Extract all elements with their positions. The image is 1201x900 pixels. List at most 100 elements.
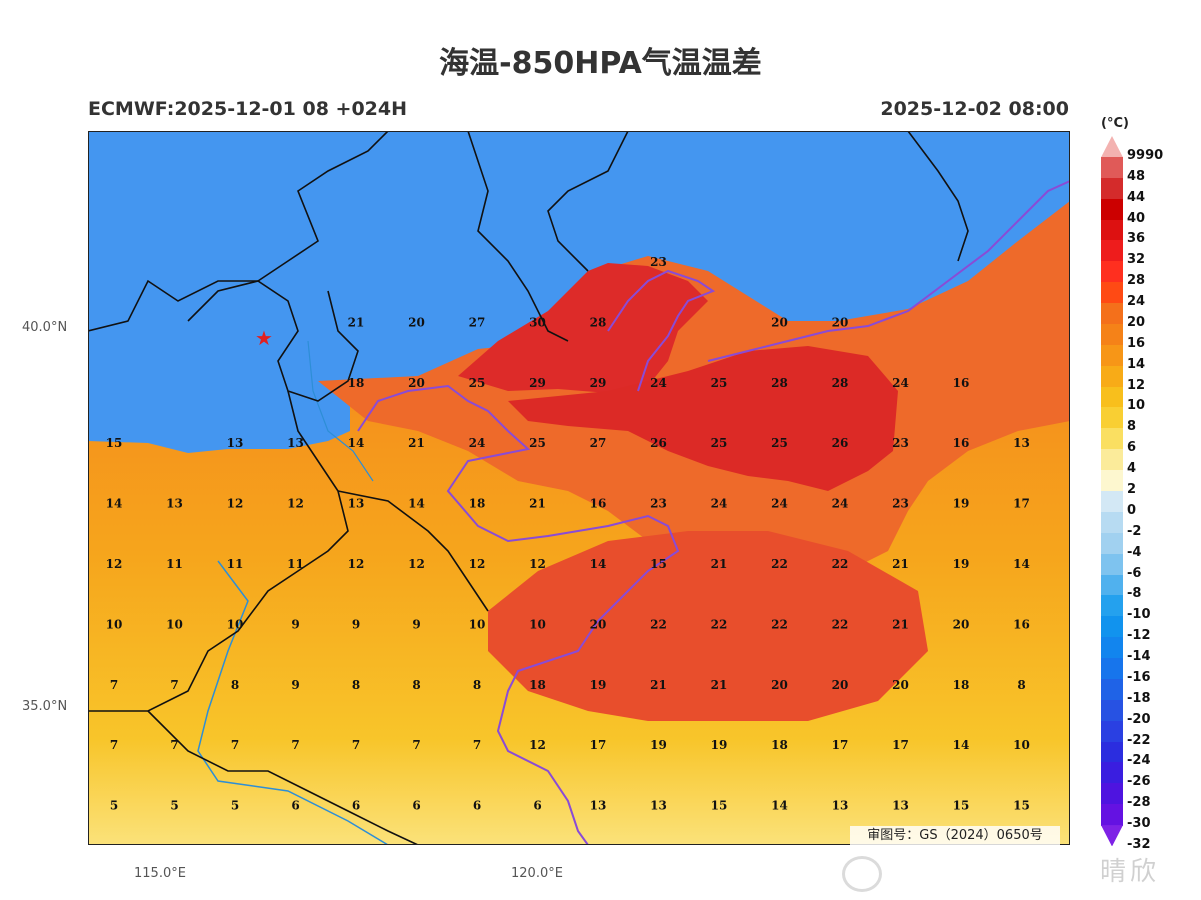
grid-value: 7 bbox=[110, 738, 118, 752]
grid-value: 7 bbox=[412, 738, 420, 752]
grid-value: 6 bbox=[291, 799, 299, 813]
grid-value: 5 bbox=[110, 799, 118, 813]
grid-value: 22 bbox=[832, 557, 849, 571]
colorbar-label: 0 bbox=[1127, 502, 1137, 518]
colorbar-label: 40 bbox=[1127, 210, 1146, 226]
colorbar-segment bbox=[1101, 177, 1123, 200]
grid-value: 14 bbox=[348, 436, 365, 450]
lat-label-35: 35.0°N bbox=[22, 699, 68, 714]
grid-value: 5 bbox=[231, 799, 239, 813]
colorbar-segment bbox=[1101, 219, 1123, 241]
border-shandong bbox=[337, 490, 489, 612]
map-title: 海温-850HPA气温温差 bbox=[439, 46, 762, 81]
colorbar-segment bbox=[1101, 741, 1123, 763]
grid-value: 20 bbox=[771, 678, 788, 692]
grid-value: 12 bbox=[469, 557, 486, 571]
grid-value: 21 bbox=[348, 315, 365, 329]
colorbar-label: 12 bbox=[1127, 377, 1146, 393]
grid-value: 12 bbox=[106, 557, 123, 571]
colorbar-segment bbox=[1101, 136, 1123, 158]
colorbar-segment bbox=[1101, 678, 1123, 701]
grid-value: 17 bbox=[590, 738, 607, 752]
grid-value: 28 bbox=[590, 315, 607, 329]
grid-value: 10 bbox=[106, 617, 123, 631]
grid-value: 12 bbox=[529, 738, 546, 752]
grid-value: 20 bbox=[832, 678, 849, 692]
colorbar-segment bbox=[1101, 511, 1123, 534]
grid-value: 10 bbox=[166, 617, 183, 631]
colorbar-segment bbox=[1101, 491, 1123, 513]
grid-value: 17 bbox=[832, 738, 849, 752]
colorbar-segment bbox=[1101, 553, 1123, 576]
colorbar-segment bbox=[1101, 637, 1123, 659]
colorbar-segment bbox=[1101, 825, 1123, 847]
colorbar-segment bbox=[1101, 574, 1123, 596]
grid-value: 21 bbox=[892, 617, 909, 631]
grid-value: 23 bbox=[650, 497, 667, 511]
grid-value: 16 bbox=[1013, 617, 1030, 631]
grid-value: 8 bbox=[352, 678, 360, 692]
grid-value: 16 bbox=[953, 436, 970, 450]
grid-value: 17 bbox=[892, 738, 909, 752]
lon-label-120: 120.0°E bbox=[511, 866, 563, 881]
grid-value: 11 bbox=[227, 557, 244, 571]
grid-value: 12 bbox=[529, 557, 546, 571]
lat-label-40: 40.0°N bbox=[22, 320, 68, 335]
grid-value: 6 bbox=[352, 799, 360, 813]
colorbar-segment bbox=[1101, 428, 1123, 450]
grid-value: 20 bbox=[892, 678, 909, 692]
river-north bbox=[307, 340, 374, 482]
colorbar-label: -14 bbox=[1127, 649, 1151, 665]
colorbar-label: -20 bbox=[1127, 711, 1151, 727]
colorbar-label: 10 bbox=[1127, 398, 1146, 414]
coastline-korea bbox=[707, 180, 1071, 362]
grid-value: 25 bbox=[469, 376, 486, 390]
border-hebei bbox=[88, 390, 349, 712]
beijing-star-icon: ★ bbox=[255, 326, 273, 350]
grid-value: 25 bbox=[771, 436, 788, 450]
grid-value: 13 bbox=[832, 799, 849, 813]
grid-value: 9 bbox=[291, 678, 299, 692]
colorbar-label: -6 bbox=[1127, 565, 1142, 581]
grid-value: 18 bbox=[529, 678, 546, 692]
grid-value: 18 bbox=[953, 678, 970, 692]
colorbar-label: 4 bbox=[1127, 461, 1137, 477]
grid-value: 13 bbox=[227, 436, 244, 450]
grid-value: 9 bbox=[352, 617, 360, 631]
grid-value: 25 bbox=[529, 436, 546, 450]
colorbar-segment bbox=[1101, 365, 1123, 388]
grid-value: 13 bbox=[650, 799, 667, 813]
grid-value: 24 bbox=[469, 436, 486, 450]
grid-value: 20 bbox=[408, 376, 425, 390]
colorbar-label: 32 bbox=[1127, 252, 1146, 268]
grid-value: 24 bbox=[650, 376, 667, 390]
colorbar-segment bbox=[1101, 616, 1123, 638]
valid-time-label: 2025-12-02 08:00 bbox=[880, 98, 1069, 120]
grid-value: 13 bbox=[590, 799, 607, 813]
grid-value: 14 bbox=[106, 497, 123, 511]
grid-value: 21 bbox=[408, 436, 425, 450]
grid-value: 18 bbox=[348, 376, 365, 390]
grid-value: 21 bbox=[711, 678, 728, 692]
colorbar-segment bbox=[1101, 658, 1123, 680]
grid-value: 23 bbox=[650, 255, 667, 269]
border-liaoning bbox=[467, 130, 569, 342]
grid-value: 16 bbox=[590, 497, 607, 511]
colorbar-segment bbox=[1101, 532, 1123, 555]
grid-value: 27 bbox=[590, 436, 607, 450]
grid-value: 11 bbox=[287, 557, 304, 571]
grid-value: 23 bbox=[892, 497, 909, 511]
grid-value: 29 bbox=[529, 376, 546, 390]
grid-value: 17 bbox=[1013, 497, 1030, 511]
grid-value: 13 bbox=[348, 497, 365, 511]
colorbar-label: 44 bbox=[1127, 189, 1146, 205]
grid-value: 22 bbox=[650, 617, 667, 631]
grid-value: 12 bbox=[227, 497, 244, 511]
river-yellow bbox=[197, 560, 389, 846]
colorbar-segment bbox=[1101, 198, 1123, 221]
colorbar-segment bbox=[1101, 407, 1123, 429]
colorbar-label: 20 bbox=[1127, 314, 1146, 330]
grid-value: 9 bbox=[291, 617, 299, 631]
colorbar-label: -30 bbox=[1127, 816, 1151, 832]
coastline-west bbox=[357, 384, 680, 846]
